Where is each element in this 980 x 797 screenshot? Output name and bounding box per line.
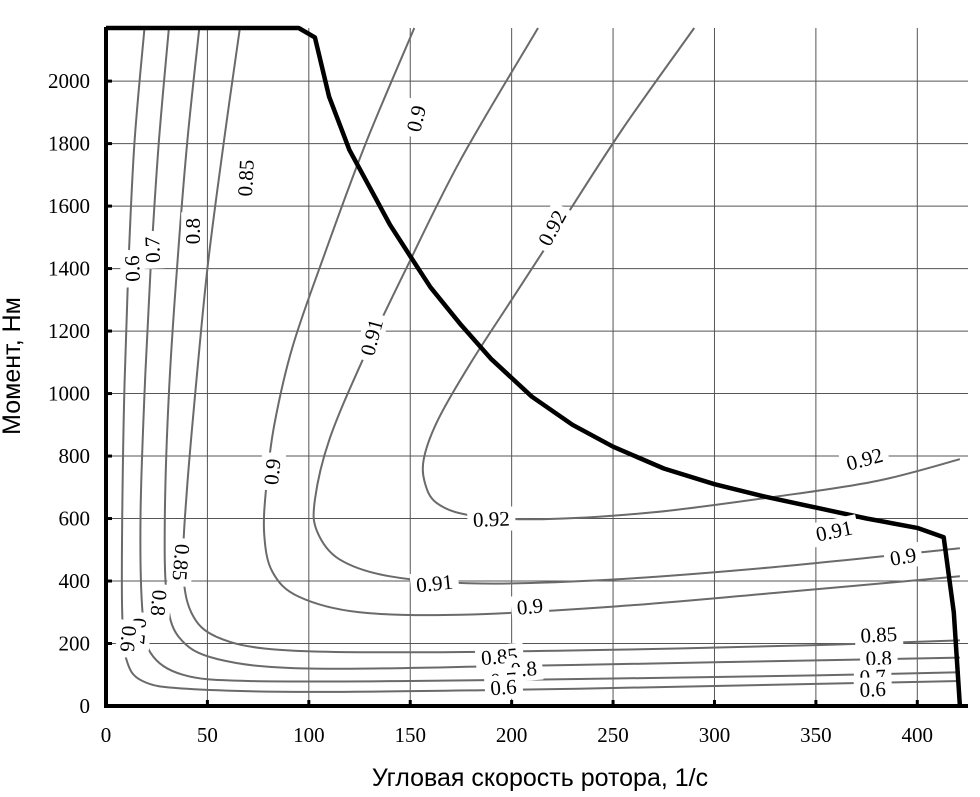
contour-label-text: 0.85 [167,543,194,582]
contour-label: 0.85 [854,621,904,649]
efficiency-contours [120,27,961,693]
contour-label-bg [145,583,173,623]
contour-label: 0.8 [181,212,206,250]
contour-label-text: 0.6 [859,677,886,702]
contour-label-text: 0.9 [402,103,431,134]
contour-label-bg [483,674,524,701]
contour-label-text: 0.7 [140,236,165,263]
contour-label: 0.91 [808,514,861,548]
y-tick-label: 800 [59,444,91,468]
contour-label-bg [409,569,460,598]
contour-line-0.85 [181,27,960,654]
contour-label: 0.85 [232,153,260,203]
contour-label-bg [853,676,892,703]
contour-label: 0.92 [838,441,891,478]
y-tick-label: 1000 [48,382,90,406]
y-tick-label: 1800 [48,132,90,156]
x-ticks: 0 50 100 150 200 250 300 350 400 [101,700,933,747]
x-tick-label: 200 [496,723,528,747]
contour-label-bg [166,537,196,588]
x-tick-label: 400 [902,723,934,747]
y-tick-label: 1200 [48,319,90,343]
x-tick-label: 100 [293,723,325,747]
contour-label-bg [114,619,142,659]
contour-label-text: 0.92 [473,507,511,532]
contour-label-bg [119,249,146,288]
y-tick-label: 1600 [48,194,90,218]
contour-label-text: 0.6 [115,625,141,653]
contour-label-text: 0.9 [888,543,918,571]
y-axis-title: Момент, Нм [0,297,26,435]
x-tick-label: 250 [597,723,629,747]
contour-line-0.91 [312,27,961,585]
x-tick-label: 0 [101,723,112,747]
x-axis-title: Угловая скорость ротора, 1/с [372,764,708,792]
contour-label-bg [509,592,550,621]
contour-label: 0.7 [139,230,166,269]
contour-label-text: 0.9 [516,593,545,620]
contour-label-bg [400,97,433,140]
contour-label: 0.92 [530,201,575,255]
contour-label-bg [181,212,206,250]
torque-speed-limit-line [106,25,963,707]
contour-label: 0.6 [853,676,892,703]
contour-label-text: 0.8 [146,589,172,617]
contour-label-text: 0.8 [181,218,205,244]
contour-line-0.7 [139,27,960,683]
contour-label-text: 0.91 [415,570,454,598]
contour-line-0.8 [163,27,960,670]
contour-label-text: 0.9 [259,457,286,486]
contour-labels: 0.60.70.80.850.90.910.920.90.850.80.70.6… [114,97,924,703]
y-tick-label: 400 [59,569,91,593]
contour-label: 0.8 [145,583,173,623]
x-tick-label: 50 [197,723,218,747]
contour-label-bg [466,506,516,533]
contour-label-bg [139,230,166,269]
contour-label-text: 0.6 [490,674,518,700]
x-tick-label: 300 [699,723,731,747]
contour-label: 0.6 [114,619,142,659]
contour-label-bg [232,153,260,203]
contour-label-bg [530,201,575,255]
contour-label-text: 0.85 [860,622,898,648]
contour-label-bg [808,514,861,548]
contour-label: 0.6 [483,674,524,701]
y-tick-label: 600 [59,507,91,531]
contour-label: 0.9 [400,97,433,140]
contour-label-bg [882,541,924,572]
contour-label: 0.9 [258,451,287,492]
contour-label: 0.6 [119,249,146,288]
contour-label-text: 0.91 [355,316,388,358]
contour-label-bg [258,451,287,492]
contour-label-bg [854,621,904,649]
x-tick-label: 350 [800,723,832,747]
contour-label: 0.9 [509,592,550,621]
y-tick-label: 0 [80,694,91,718]
y-tick-label: 200 [59,632,91,656]
contour-line-0.9 [262,27,960,617]
y-tick-label: 1400 [48,257,90,281]
contour-label: 0.92 [466,506,516,533]
grid [106,28,968,706]
contour-label: 0.9 [882,541,924,572]
y-ticks: 0 200 400 600 800 1000 1200 1400 1600 1800 2000 [48,69,112,718]
y-tick-label: 2000 [48,69,90,93]
contour-label-text: 0.85 [233,159,259,197]
contour-label-text: 0.91 [814,515,855,546]
x-tick-label: 150 [394,723,426,747]
contour-label: 0.91 [409,569,460,598]
contour-label: 0.85 [166,537,196,588]
contour-line-0.6 [120,27,960,693]
contour-label-text: 0.92 [844,443,886,476]
contour-label: 0.91 [353,311,390,364]
contour-label-text: 0.6 [120,255,145,282]
